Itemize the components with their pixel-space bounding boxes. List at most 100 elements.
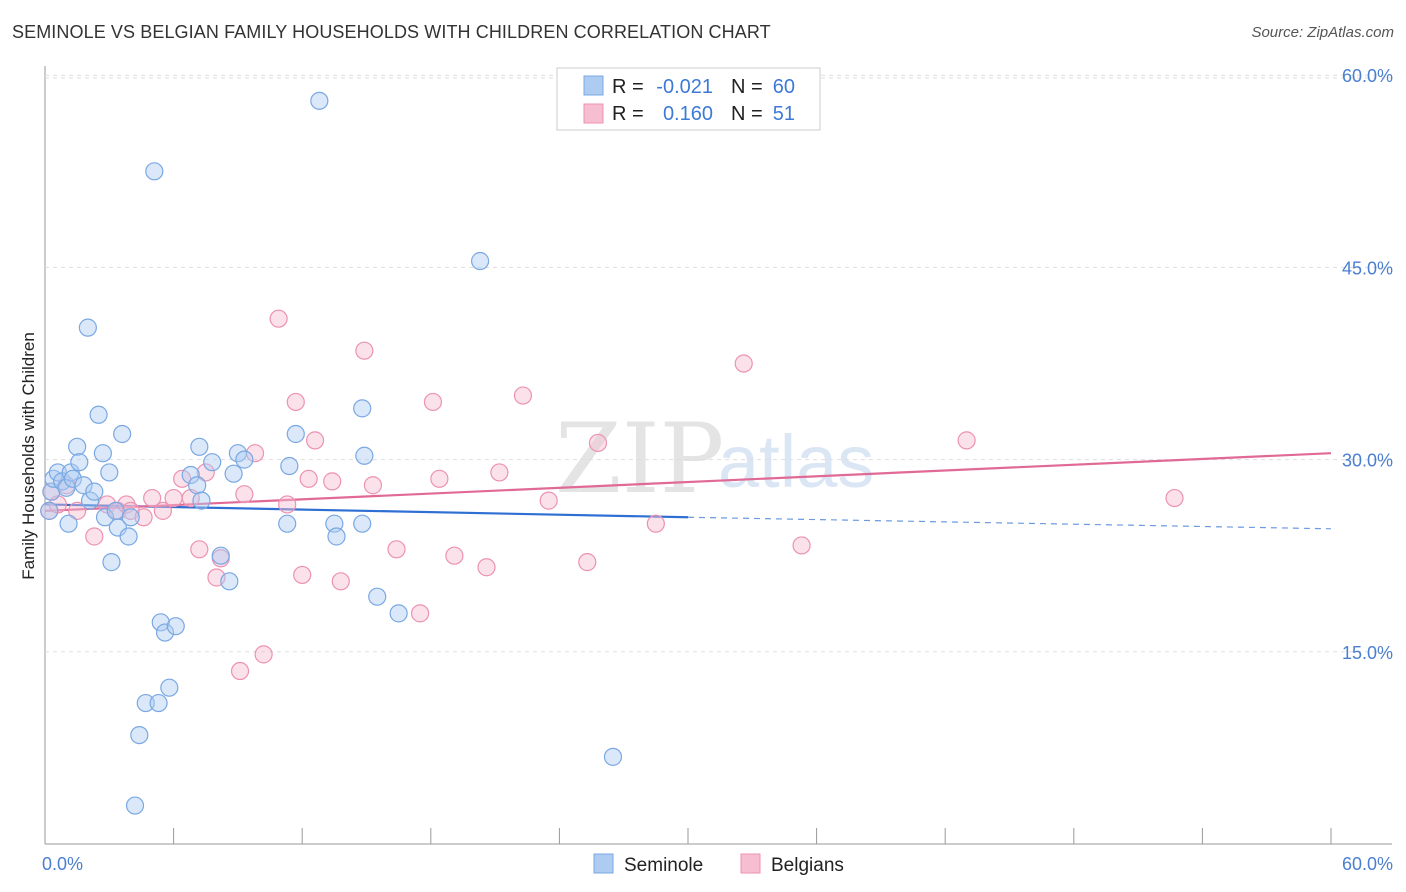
belgians-point xyxy=(957,431,976,450)
seminole-point xyxy=(102,553,121,572)
bottom-legend-swatch-seminole xyxy=(593,853,614,874)
belgians-point xyxy=(305,431,325,450)
series-legend: Seminole Belgians xyxy=(593,853,844,876)
y-tick-label-45: 45.0% xyxy=(1342,258,1393,278)
belgians-points xyxy=(40,309,1184,681)
seminole-point xyxy=(48,463,67,482)
seminole-point xyxy=(353,514,372,533)
legend-r-label-belgians: R = xyxy=(612,103,644,125)
seminole-point xyxy=(95,508,115,527)
correlation-legend: R = -0.021 N = 60 R = 0.160 N = 51 xyxy=(556,67,821,131)
legend-swatch-seminole xyxy=(583,75,604,96)
source-credit: Source: ZipAtlas.com xyxy=(1251,24,1394,41)
belgians-point xyxy=(153,501,172,520)
y-tick-label-30: 30.0% xyxy=(1342,451,1393,471)
seminole-point xyxy=(327,527,346,546)
y-axis-label: Family Households with Children xyxy=(19,332,38,580)
belgians-point xyxy=(1165,488,1184,508)
belgians-point xyxy=(490,463,509,482)
seminole-point xyxy=(85,482,104,501)
gridlines xyxy=(45,74,1392,653)
belgians-point xyxy=(230,661,250,681)
belgians-point xyxy=(410,604,430,623)
seminole-points xyxy=(40,91,623,815)
belgians-point xyxy=(539,491,558,510)
seminole-point xyxy=(470,251,490,271)
seminole-point xyxy=(100,463,119,482)
seminole-point xyxy=(130,725,149,745)
seminole-point xyxy=(286,424,305,444)
seminole-point xyxy=(63,469,82,488)
x-tick-label-max: 60.0% xyxy=(1342,854,1393,874)
bottom-legend-label-belgians: Belgians xyxy=(771,855,844,876)
seminole-point xyxy=(149,693,168,713)
legend-n-label-seminole: N = xyxy=(731,76,763,98)
seminole-point xyxy=(278,514,297,533)
belgians-point xyxy=(299,469,318,488)
y-tick-labels: 15.0% 30.0% 45.0% 60.0% xyxy=(1342,66,1393,663)
seminole-point xyxy=(155,623,175,642)
seminole-point xyxy=(40,501,59,520)
belgians-point xyxy=(588,433,608,453)
belgians-point xyxy=(278,495,297,514)
seminole-point xyxy=(74,476,93,495)
belgians-point xyxy=(286,392,305,412)
legend-n-value-belgians: 51 xyxy=(773,103,795,125)
belgians-point xyxy=(355,341,374,360)
seminole-point xyxy=(121,508,140,527)
belgians-point xyxy=(85,527,104,546)
seminole-point xyxy=(89,405,108,424)
seminole-point xyxy=(125,796,145,815)
chart-title: SEMINOLE VS BELGIAN FAMILY HOUSEHOLDS WI… xyxy=(12,22,771,42)
legend-r-label-seminole: R = xyxy=(612,76,644,98)
seminole-trend-extension xyxy=(687,516,1332,530)
seminole-point xyxy=(192,491,211,510)
belgians-point xyxy=(792,536,811,555)
seminole-point xyxy=(113,424,132,444)
seminole-point xyxy=(353,399,372,418)
bottom-legend-swatch-belgians xyxy=(740,853,761,874)
seminole-point xyxy=(93,444,112,463)
belgians-point xyxy=(323,472,342,491)
seminole-point xyxy=(310,91,329,110)
seminole-point xyxy=(603,747,623,766)
seminole-point xyxy=(203,453,222,472)
seminole-point xyxy=(220,572,239,591)
belgians-point xyxy=(646,514,665,533)
belgians-point xyxy=(331,572,350,591)
seminole-point xyxy=(355,446,374,465)
belgians-point xyxy=(196,463,215,482)
seminole-point xyxy=(280,456,299,476)
seminole-point xyxy=(368,587,387,606)
belgians-point xyxy=(578,553,597,572)
belgians-point xyxy=(173,469,192,488)
belgians-point xyxy=(430,469,449,488)
belgians-point xyxy=(164,488,183,508)
y-tick-label-15: 15.0% xyxy=(1342,643,1393,663)
belgians-point xyxy=(293,565,312,585)
legend-r-value-seminole: -0.021 xyxy=(656,76,713,98)
seminole-point xyxy=(119,527,138,546)
seminole-point xyxy=(190,437,209,456)
belgians-trend-line xyxy=(44,452,1332,512)
seminole-point xyxy=(136,693,155,713)
belgians-point xyxy=(269,309,288,328)
seminole-point xyxy=(151,613,170,632)
seminole-point xyxy=(181,465,200,485)
seminole-point xyxy=(80,491,100,510)
legend-r-value-belgians: 0.160 xyxy=(663,103,713,125)
seminole-point xyxy=(166,617,185,636)
y-tick-label-60: 60.0% xyxy=(1342,66,1393,86)
bottom-legend-label-seminole: Seminole xyxy=(624,855,703,876)
seminole-point xyxy=(224,464,243,483)
seminole-point xyxy=(78,318,97,337)
belgians-point xyxy=(254,645,273,664)
legend-swatch-belgians xyxy=(583,103,604,124)
seminole-point xyxy=(389,604,408,623)
belgians-point xyxy=(363,476,383,495)
belgians-point xyxy=(445,546,464,565)
belgians-point xyxy=(143,488,162,508)
seminole-point xyxy=(188,476,207,495)
x-tick-label-min: 0.0% xyxy=(42,854,83,874)
watermark-atlas: atlas xyxy=(718,420,874,503)
